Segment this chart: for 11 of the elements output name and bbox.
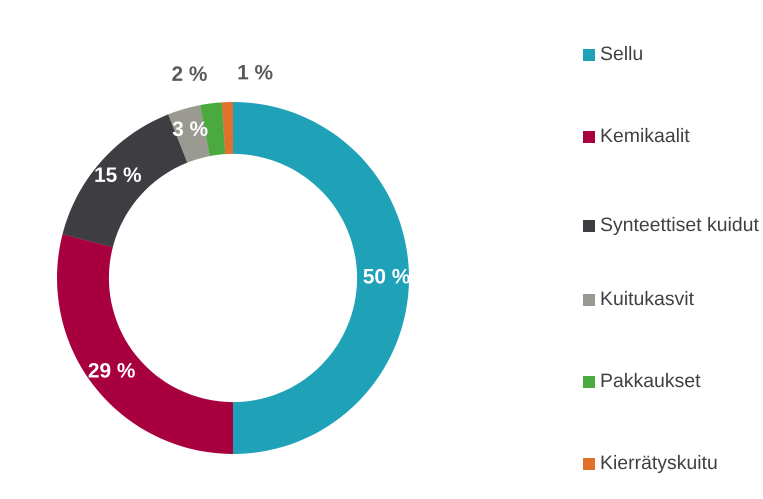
legend-label: Kemikaalit (602, 128, 690, 142)
data-label: 1 % (238, 64, 272, 80)
legend-label: Kuitukasvit (602, 290, 694, 306)
legend-label: Sellu (600, 46, 642, 60)
data-label: 29 % (88, 362, 135, 378)
legend-label: Kierrätyskuitu (602, 454, 716, 474)
legend-label: Pakkaukset (602, 372, 700, 388)
data-label: 50 % (363, 268, 410, 284)
legend-label: Synteettiset kuidut (600, 216, 759, 236)
data-label: 2 % (172, 66, 207, 81)
data-label: 15 % (95, 167, 142, 182)
